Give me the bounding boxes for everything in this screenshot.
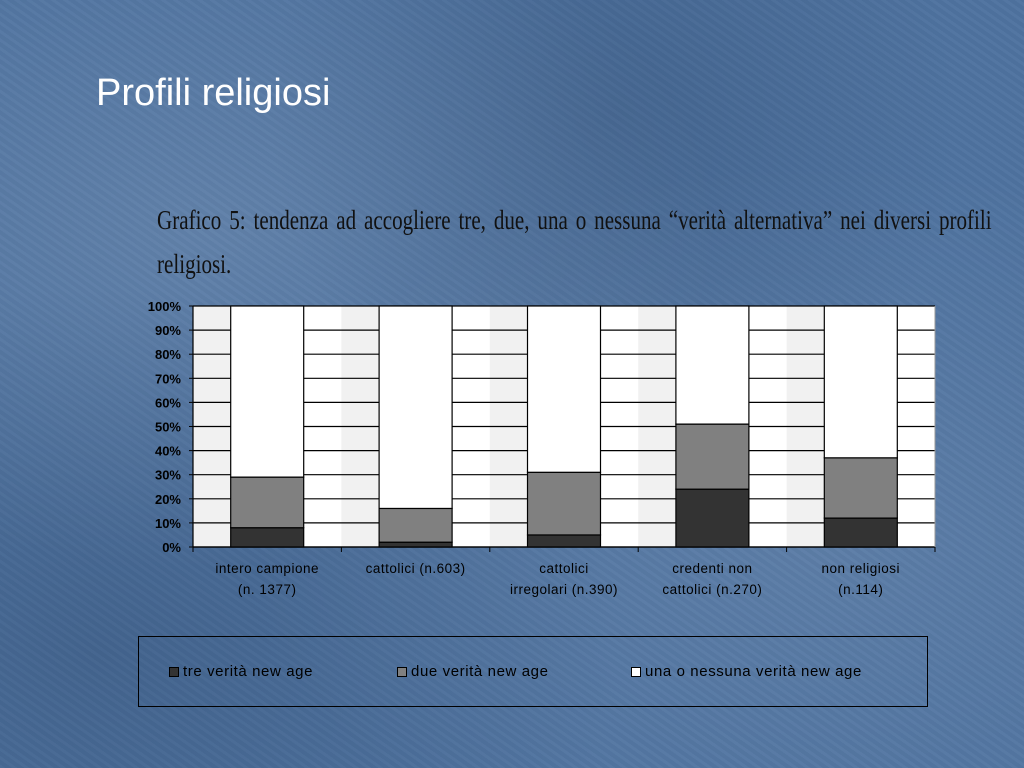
bar-segment bbox=[230, 305, 305, 478]
x-tick-label: (n. 1377) bbox=[238, 582, 297, 597]
y-tick-label: 50% bbox=[155, 420, 181, 435]
y-tick-label: 20% bbox=[155, 492, 181, 507]
legend-swatch-una bbox=[631, 666, 641, 677]
x-tick-label: cattolici bbox=[539, 561, 589, 576]
x-tick-label: non religiosi bbox=[822, 561, 901, 576]
bar-segment bbox=[378, 305, 453, 510]
bar-segment bbox=[526, 305, 602, 473]
bar-segment bbox=[675, 488, 750, 548]
legend-label-due: due verità new age bbox=[411, 663, 549, 680]
y-tick-label: 40% bbox=[155, 444, 181, 459]
legend-item-due: due verità new age bbox=[397, 663, 549, 680]
x-tick-label: credenti non bbox=[672, 561, 752, 576]
x-tick-label: cattolici (n.603) bbox=[366, 561, 466, 576]
legend-item-una: una o nessuna verità new age bbox=[631, 663, 862, 680]
bar-segment bbox=[675, 305, 750, 425]
bar-segment bbox=[378, 507, 453, 543]
chart-caption: Grafico 5: tendenza ad accogliere tre, d… bbox=[157, 205, 992, 279]
y-tick-label: 30% bbox=[155, 468, 181, 483]
legend-item-tre: tre verità new age bbox=[169, 663, 313, 680]
y-tick-label: 90% bbox=[155, 323, 181, 338]
bar-segment bbox=[378, 541, 453, 548]
bar-segment bbox=[823, 517, 898, 548]
chart-legend: tre verità new age due verità new age un… bbox=[138, 636, 928, 707]
bar-segment bbox=[823, 305, 898, 459]
bar-segment bbox=[675, 423, 750, 490]
y-tick-label: 60% bbox=[155, 395, 181, 410]
legend-swatch-due bbox=[397, 666, 407, 677]
y-tick-label: 70% bbox=[155, 371, 181, 386]
legend-label-una: una o nessuna verità new age bbox=[645, 663, 862, 680]
bar-segment bbox=[526, 534, 602, 548]
y-tick-label: 80% bbox=[155, 347, 181, 362]
bar-segment bbox=[230, 527, 305, 548]
x-tick-label: irregolari (n.390) bbox=[510, 582, 618, 597]
legend-swatch-tre bbox=[169, 666, 179, 677]
x-tick-label: intero campione bbox=[215, 561, 319, 576]
bar-segment bbox=[823, 457, 898, 519]
x-tick-label: (n.114) bbox=[838, 582, 883, 597]
slide-title: Profili religiosi bbox=[96, 72, 331, 114]
x-tick-label: cattolici (n.270) bbox=[662, 582, 762, 597]
y-tick-label: 10% bbox=[155, 516, 181, 531]
legend-label-tre: tre verità new age bbox=[183, 663, 314, 680]
bar-segment bbox=[230, 476, 305, 529]
y-tick-label: 0% bbox=[162, 540, 181, 555]
bar-segment bbox=[526, 471, 602, 536]
y-tick-label: 100% bbox=[148, 299, 182, 314]
